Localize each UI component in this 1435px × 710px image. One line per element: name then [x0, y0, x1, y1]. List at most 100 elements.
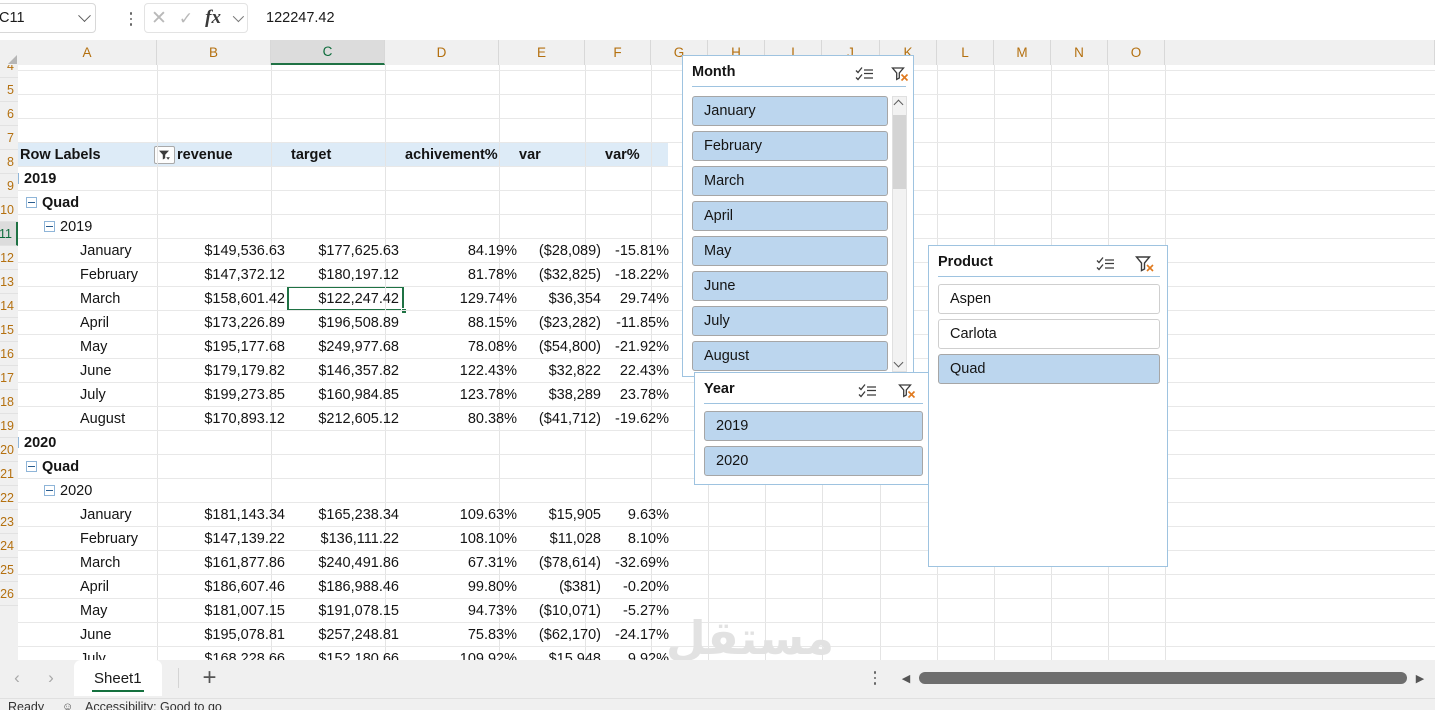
column-header-o[interactable]: O — [1108, 40, 1165, 65]
expand-group-icon[interactable] — [18, 437, 19, 448]
cell-var[interactable]: $36,354 — [548, 291, 601, 307]
cell-var[interactable]: $11,028 — [549, 531, 601, 547]
row-header-17[interactable]: 17 — [0, 366, 18, 390]
table-row[interactable]: March $158,601.42 $122,247.42 129.74% $36,35… — [18, 287, 669, 311]
chevron-down-icon[interactable] — [78, 8, 91, 22]
multi-select-icon[interactable] — [858, 383, 878, 404]
cell-revenue[interactable]: $179,179.82 — [204, 363, 285, 379]
table-row[interactable]: February $147,139.22 $136,111.22 108.10% $11… — [18, 527, 669, 551]
row-header-7[interactable]: 7 — [0, 126, 18, 150]
table-row[interactable]: Quad — [18, 455, 668, 479]
table-row[interactable]: June $195,078.81 $257,248.81 75.83% ($62,170… — [18, 623, 669, 647]
cell-var[interactable]: ($41,712) — [538, 411, 601, 427]
table-row[interactable]: August $170,893.12 $212,605.12 80.38% ($41,7… — [18, 407, 669, 431]
table-row[interactable]: Quad — [18, 191, 668, 215]
slicer-month[interactable]: Month January February March April May June Ju… — [682, 55, 914, 377]
filter-funnel-icon[interactable] — [154, 146, 175, 164]
cell-achievement[interactable]: 122.43% — [459, 363, 517, 379]
cell-var-pct[interactable]: -5.27% — [623, 603, 669, 619]
cell-target[interactable]: $136,111.22 — [320, 531, 399, 547]
chevron-down-icon[interactable] — [232, 10, 245, 23]
row-header-12[interactable]: 12 — [0, 246, 18, 270]
column-header-f[interactable]: F — [585, 40, 651, 65]
multi-select-icon[interactable] — [1096, 256, 1116, 277]
cancel-x-icon[interactable]: ✕ — [151, 7, 167, 29]
cell-var-pct[interactable]: 29.74% — [619, 291, 669, 307]
scrollbar-thumb[interactable] — [919, 672, 1407, 684]
chevron-up-icon[interactable] — [893, 99, 905, 111]
cell-target[interactable]: $160,984.85 — [318, 387, 399, 403]
cell-revenue[interactable]: $181,007.15 — [204, 603, 285, 619]
cell-revenue[interactable]: $161,877.86 — [204, 555, 285, 571]
cell-var[interactable]: ($32,825) — [538, 267, 601, 283]
row-header-9[interactable]: 9 — [0, 174, 18, 198]
slicer-item-july[interactable]: July — [692, 306, 888, 336]
cell-achievement[interactable]: 75.83% — [467, 627, 517, 643]
column-header-b[interactable]: B — [157, 40, 271, 65]
cell-var-pct[interactable]: -15.81% — [614, 243, 669, 259]
formula-input[interactable]: 122247.42 — [258, 3, 1429, 33]
cell-revenue[interactable]: $149,536.63 — [204, 243, 285, 259]
slicer-item-carlota[interactable]: Carlota — [938, 319, 1160, 349]
cell-revenue[interactable]: $173,226.89 — [204, 315, 285, 331]
slicer-item-june[interactable]: June — [692, 271, 888, 301]
chevron-left-icon[interactable]: ‹ — [14, 668, 20, 687]
collapse-group-icon[interactable] — [44, 485, 55, 496]
cell-achievement[interactable]: 94.73% — [467, 603, 517, 619]
table-row[interactable]: April $173,226.89 $196,508.89 88.15% ($23,28… — [18, 311, 669, 335]
cell-var[interactable]: ($381) — [559, 579, 601, 595]
cell-achievement[interactable]: 67.31% — [467, 555, 517, 571]
row-header-6[interactable]: 6 — [0, 102, 18, 126]
table-row[interactable]: May $195,177.68 $249,977.68 78.08% ($54,800)… — [18, 335, 669, 359]
slicer-month-scrollbar[interactable] — [892, 96, 907, 372]
table-row[interactable]: February $147,372.12 $180,197.12 81.78% ($32… — [18, 263, 669, 287]
cell-revenue[interactable]: $195,177.68 — [204, 339, 285, 355]
row-header-10[interactable]: 10 — [0, 198, 18, 222]
row-header-5[interactable]: 5 — [0, 78, 18, 102]
cell-var[interactable]: $15,948 — [548, 651, 601, 660]
table-row[interactable]: 2020 — [18, 479, 668, 503]
column-header-e[interactable]: E — [499, 40, 585, 65]
expand-group-icon[interactable] — [18, 173, 19, 184]
cell-revenue[interactable]: $158,601.42 — [204, 291, 285, 307]
multi-select-icon[interactable] — [855, 66, 875, 87]
cell-achievement[interactable]: 78.08% — [467, 339, 517, 355]
slicer-year[interactable]: Year 2019 2020 — [694, 372, 931, 485]
cell-target[interactable]: $191,078.15 — [318, 603, 399, 619]
row-header-25[interactable]: 25 — [0, 558, 18, 582]
chevron-right-icon[interactable]: › — [48, 668, 54, 687]
collapse-group-icon[interactable] — [44, 221, 55, 232]
fx-insert-function-icon[interactable]: fx — [205, 7, 221, 28]
cell-var-pct[interactable]: -11.85% — [616, 315, 669, 331]
row-header-21[interactable]: 21 — [0, 462, 18, 486]
cell-var[interactable]: ($54,800) — [538, 339, 601, 355]
cell-var[interactable]: ($10,071) — [538, 603, 601, 619]
cell-revenue[interactable]: $147,372.12 — [204, 267, 285, 283]
cell-revenue[interactable]: $147,139.22 — [204, 531, 285, 547]
cell-revenue[interactable]: $181,143.34 — [204, 507, 285, 523]
cell-achievement[interactable]: 129.74% — [459, 291, 517, 307]
cell-var[interactable]: ($23,282) — [538, 315, 601, 331]
cell-var[interactable]: $15,905 — [548, 507, 601, 523]
table-row[interactable]: January $181,143.34 $165,238.34 109.63% $15,… — [18, 503, 669, 527]
cell-target[interactable]: $240,491.86 — [318, 555, 399, 571]
table-row[interactable]: June $179,179.82 $146,357.82 122.43% $32,822… — [18, 359, 669, 383]
row-header-11[interactable]: 11 — [0, 222, 18, 246]
row-header-4[interactable]: 4 — [0, 65, 18, 78]
row-header-26[interactable]: 26 — [0, 582, 18, 606]
cell-target[interactable]: $177,625.63 — [318, 243, 399, 259]
cell-var[interactable]: ($62,170) — [538, 627, 601, 643]
table-row[interactable]: 2019 — [18, 215, 668, 239]
more-options-icon[interactable] — [868, 668, 882, 688]
cell-var[interactable]: ($78,614) — [538, 555, 601, 571]
row-header-16[interactable]: 16 — [0, 342, 18, 366]
cell-var[interactable]: $32,822 — [548, 363, 601, 379]
cell-var-pct[interactable]: 8.10% — [627, 531, 669, 547]
row-header-20[interactable]: 20 — [0, 438, 18, 462]
column-header-c[interactable]: C — [271, 40, 385, 65]
cell-var[interactable]: ($28,089) — [538, 243, 601, 259]
cell-target[interactable]: $146,357.82 — [318, 363, 399, 379]
cell-var[interactable]: $38,289 — [548, 387, 601, 403]
slicer-item-quad[interactable]: Quad — [938, 354, 1160, 384]
name-box[interactable]: C11 — [0, 3, 96, 33]
